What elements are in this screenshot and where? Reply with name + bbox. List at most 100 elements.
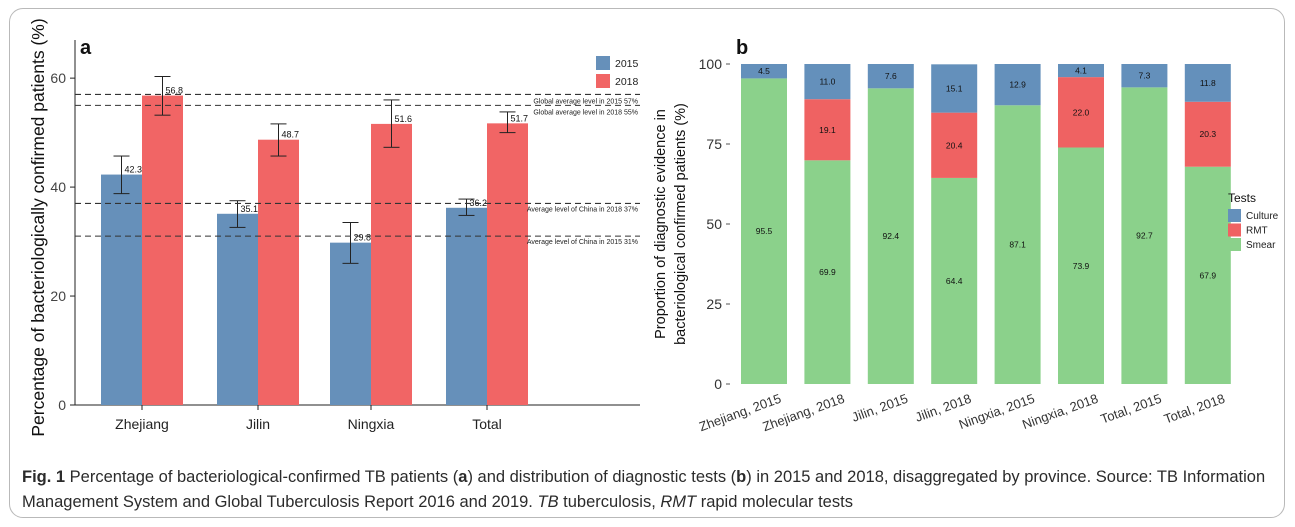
caption-text-5: rapid molecular tests bbox=[696, 493, 853, 511]
bar-segment-smear bbox=[1058, 147, 1104, 384]
data-label: 29.8 bbox=[354, 233, 372, 243]
bar-2018-zhejiang bbox=[142, 95, 183, 405]
data-label: 20.3 bbox=[1200, 129, 1217, 139]
bar-segment-culture bbox=[741, 64, 787, 79]
y-tick-label: 60 bbox=[50, 70, 66, 86]
reference-line-label: Average level of China in 2018 37% bbox=[527, 206, 638, 213]
bar-segment-smear bbox=[804, 160, 851, 384]
y-tick-label: 20 bbox=[50, 288, 66, 304]
bar-2015-zhejiang bbox=[101, 174, 142, 405]
figure-caption: Fig. 1 Percentage of bacteriological-con… bbox=[22, 465, 1284, 515]
caption-text-4: tuberculosis, bbox=[558, 493, 661, 511]
x-tick-label: Total, 2015 bbox=[1099, 391, 1164, 427]
y-axis-title: Percentage of bacteriologically confirme… bbox=[28, 18, 48, 436]
data-label: 51.6 bbox=[395, 114, 413, 124]
x-tick-label: Ningxia bbox=[348, 416, 395, 432]
bar-2015-jilin bbox=[217, 213, 258, 405]
reference-line-label: Global average level in 2015 57% bbox=[533, 98, 638, 105]
bar-2018-ningxia bbox=[371, 123, 412, 406]
data-label: 92.7 bbox=[1136, 231, 1153, 241]
data-label: 87.1 bbox=[1009, 240, 1026, 250]
caption-abbr-rmt: RMT bbox=[660, 493, 697, 511]
caption-panel-b-ref: b bbox=[736, 468, 747, 486]
data-label: 19.1 bbox=[819, 125, 836, 135]
bar-segment-smear bbox=[1121, 87, 1168, 385]
legend-label-smear: Smear bbox=[1246, 240, 1276, 251]
y-tick-label: 75 bbox=[706, 136, 722, 152]
legend-swatch-culture bbox=[1228, 209, 1241, 222]
x-tick-label: Total bbox=[472, 416, 502, 432]
x-tick-label: Zhejiang bbox=[115, 416, 169, 432]
x-tick-label: Jilin, 2015 bbox=[850, 391, 910, 425]
data-label: 15.1 bbox=[946, 83, 963, 93]
panel-label-a: a bbox=[80, 37, 92, 59]
legend-label-culture: Culture bbox=[1246, 211, 1279, 222]
caption-text-3: ) in 2015 and 2018, disaggregated by pro… bbox=[22, 468, 1266, 511]
data-label: 64.4 bbox=[946, 276, 963, 286]
y-tick-label: 40 bbox=[50, 179, 66, 195]
bar-2018-jilin bbox=[258, 139, 299, 405]
bar-segment-rmt bbox=[1184, 101, 1231, 167]
bar-2015-total bbox=[446, 207, 487, 405]
bar-segment-rmt bbox=[804, 99, 851, 161]
bar-segment-culture bbox=[931, 64, 978, 113]
bar-segment-culture bbox=[1058, 64, 1104, 78]
data-label: 69.9 bbox=[819, 267, 836, 277]
y-tick-label: 0 bbox=[714, 376, 722, 392]
data-label: 48.7 bbox=[282, 130, 300, 140]
caption-fig-label: Fig. 1 bbox=[22, 468, 66, 486]
x-tick-label: Jilin bbox=[246, 416, 270, 432]
figure-frame bbox=[9, 8, 1285, 518]
legend-swatch-rmt bbox=[1228, 223, 1241, 237]
caption-panel-a-ref: a bbox=[458, 468, 468, 486]
caption-text-2: ) and distribution of diagnostic tests ( bbox=[467, 468, 737, 486]
data-label: 4.5 bbox=[758, 66, 770, 76]
data-label: 56.8 bbox=[166, 86, 184, 96]
data-label: 35.1 bbox=[241, 204, 259, 214]
bar-segment-smear bbox=[741, 78, 787, 385]
legend-swatch-smear bbox=[1228, 238, 1241, 251]
panel-label-b: b bbox=[736, 37, 748, 59]
bar-segment-smear bbox=[867, 88, 914, 384]
y-tick-label: 0 bbox=[58, 397, 66, 413]
x-tick-label: Total, 2018 bbox=[1162, 391, 1227, 427]
bar-segment-rmt bbox=[931, 112, 978, 178]
data-label: 92.4 bbox=[883, 231, 900, 241]
reference-line-label: Average level of China in 2015 31% bbox=[527, 239, 638, 246]
data-label: 7.6 bbox=[885, 71, 897, 81]
bar-segment-smear bbox=[931, 177, 978, 384]
bar-segment-culture bbox=[994, 64, 1041, 106]
legend-swatch-2015 bbox=[596, 56, 610, 70]
y-tick-label: 100 bbox=[699, 56, 723, 72]
y-axis-title-line-2: bacteriological confirmed patients (%) bbox=[673, 103, 689, 345]
data-label: 11.0 bbox=[819, 77, 835, 87]
bar-segment-culture bbox=[1184, 64, 1231, 102]
data-label: 22.0 bbox=[1073, 107, 1090, 117]
data-label: 73.9 bbox=[1073, 261, 1090, 271]
data-label: 51.7 bbox=[511, 113, 529, 123]
bar-segment-smear bbox=[1184, 166, 1231, 384]
bar-segment-culture bbox=[804, 64, 851, 100]
legend-title: Tests bbox=[1228, 191, 1256, 205]
y-axis-title-line-1: Proportion of diagnostic evidence in bbox=[653, 109, 669, 339]
data-label: 4.1 bbox=[1075, 66, 1087, 76]
data-label: 12.9 bbox=[1009, 80, 1026, 90]
reference-line-label: Global average level in 2018 55% bbox=[533, 109, 638, 116]
y-tick-label: 50 bbox=[706, 216, 722, 232]
bar-segment-smear bbox=[994, 105, 1041, 384]
bar-segment-culture bbox=[1121, 64, 1168, 88]
data-label: 20.4 bbox=[946, 140, 963, 150]
bar-2018-total bbox=[487, 123, 528, 406]
data-label: 36.2 bbox=[470, 198, 488, 208]
caption-abbr-tb: TB bbox=[537, 493, 559, 511]
legend-label-rmt: RMT bbox=[1246, 226, 1268, 237]
data-label: 42.3 bbox=[125, 165, 143, 175]
data-label: 7.3 bbox=[1138, 71, 1150, 81]
data-label: 11.8 bbox=[1200, 78, 1216, 88]
bar-2015-ningxia bbox=[330, 242, 371, 405]
bar-segment-culture bbox=[867, 64, 914, 89]
y-tick-label: 25 bbox=[706, 296, 722, 312]
data-label: 95.5 bbox=[756, 226, 773, 236]
legend-swatch-2018 bbox=[596, 74, 610, 88]
